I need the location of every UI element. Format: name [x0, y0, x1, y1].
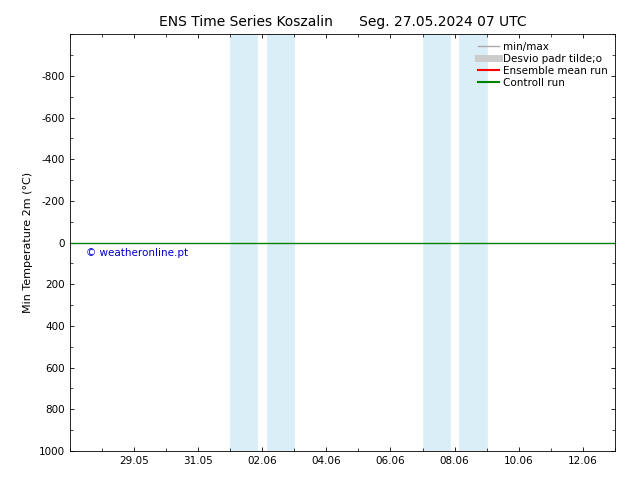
Legend: min/max, Desvio padr tilde;o, Ensemble mean run, Controll run: min/max, Desvio padr tilde;o, Ensemble m… — [476, 40, 610, 90]
Y-axis label: Min Temperature 2m (°C): Min Temperature 2m (°C) — [23, 172, 33, 313]
Bar — [230, 34, 257, 451]
Bar — [460, 34, 487, 451]
Text: © weatheronline.pt: © weatheronline.pt — [86, 248, 188, 258]
Bar — [422, 34, 450, 451]
Title: ENS Time Series Koszalin      Seg. 27.05.2024 07 UTC: ENS Time Series Koszalin Seg. 27.05.2024… — [158, 15, 526, 29]
Bar — [267, 34, 294, 451]
